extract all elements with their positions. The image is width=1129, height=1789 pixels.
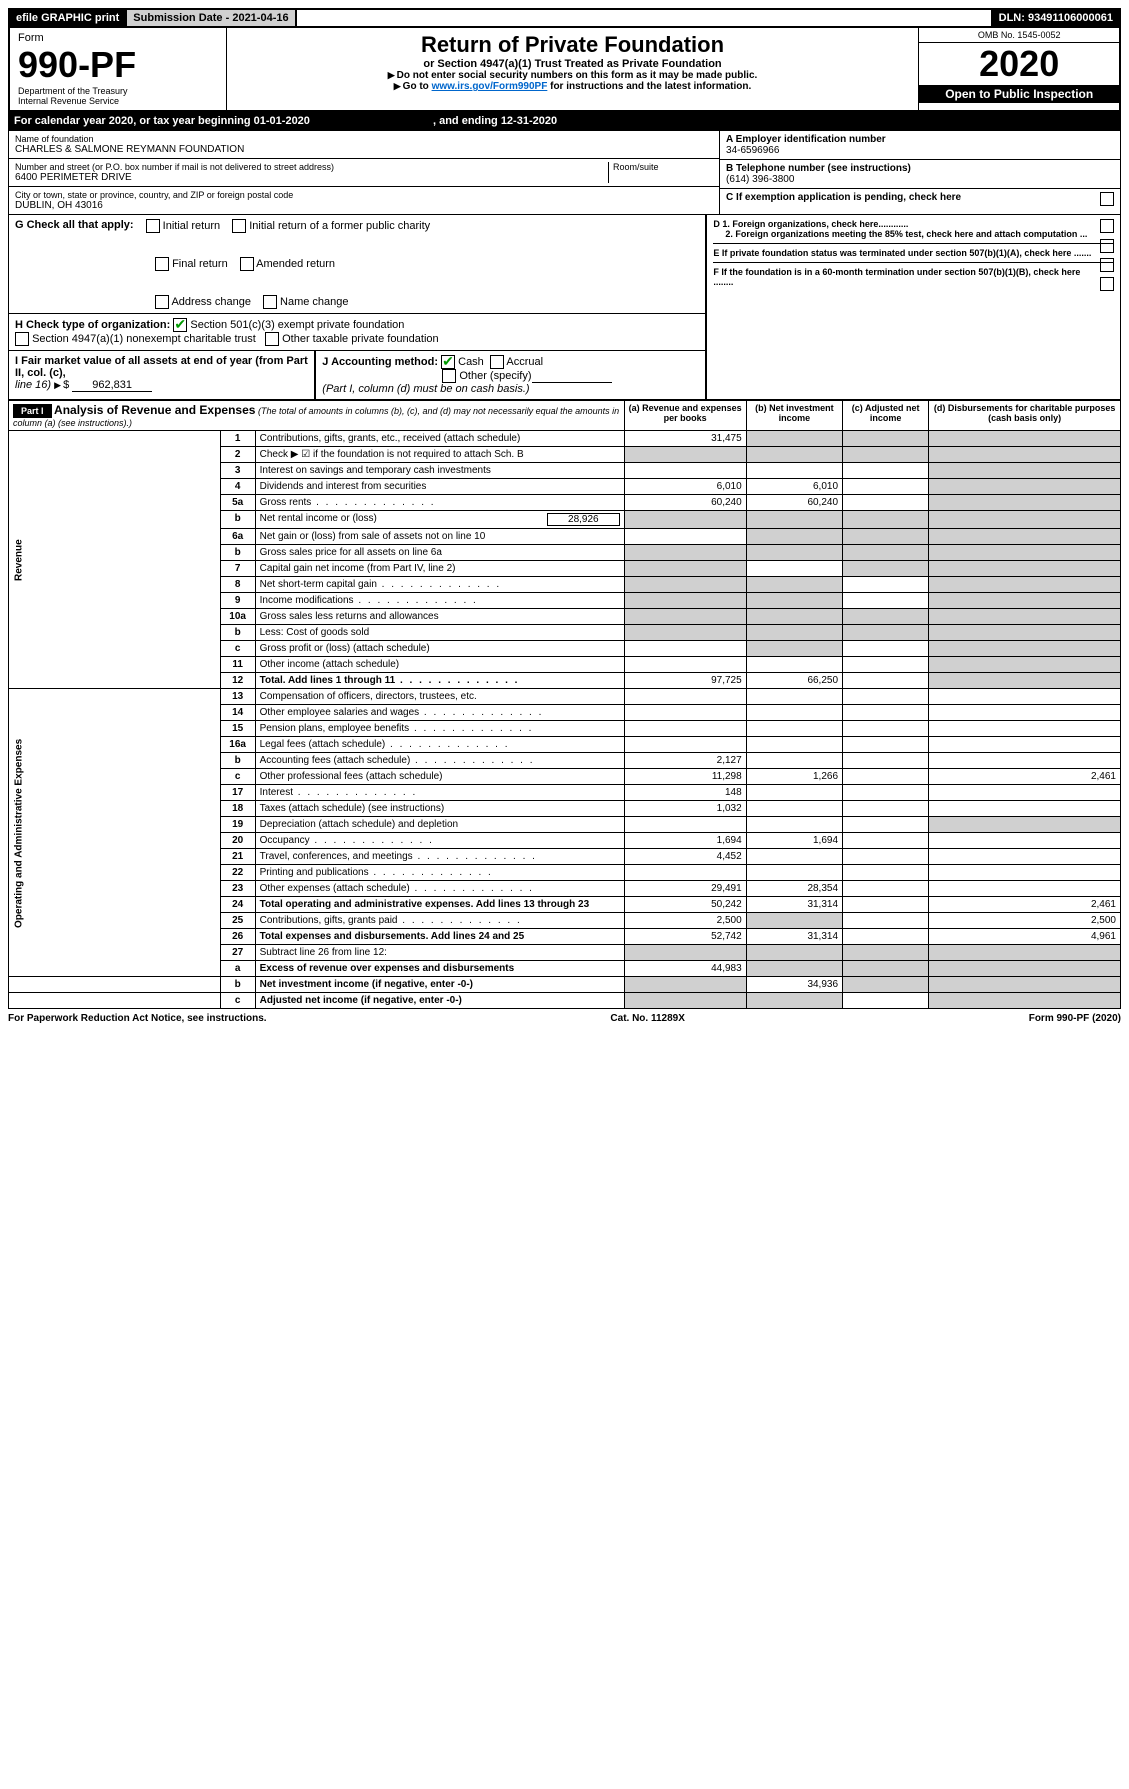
phone: (614) 396-3800 (726, 174, 1114, 185)
open-inspection: Open to Public Inspection (919, 85, 1119, 103)
tax-year: 2020 (919, 43, 1119, 85)
name-label: Name of foundation (15, 134, 713, 144)
phone-label: B Telephone number (see instructions) (726, 163, 1114, 174)
page-footer: For Paperwork Reduction Act Notice, see … (8, 1009, 1121, 1024)
expenses-side: Operating and Administrative Expenses (9, 689, 221, 977)
part1-table: Part I Analysis of Revenue and Expenses … (8, 400, 1121, 1009)
col-a: (a) Revenue and expenses per books (624, 401, 746, 431)
d2-checkbox[interactable] (1100, 239, 1114, 253)
part1-label: Part I (13, 404, 52, 418)
j-accrual[interactable] (490, 355, 504, 369)
h-4947[interactable] (15, 332, 29, 346)
g-row: G Check all that apply: Initial return I… (8, 215, 706, 314)
col-d: (d) Disbursements for charitable purpose… (929, 401, 1121, 431)
col-c: (c) Adjusted net income (843, 401, 929, 431)
f-checkbox[interactable] (1100, 277, 1114, 291)
h-other-tax[interactable] (265, 332, 279, 346)
top-bar: efile GRAPHIC print Submission Date - 20… (8, 8, 1121, 28)
g-initial-former[interactable] (232, 219, 246, 233)
c-label: C If exemption application is pending, c… (726, 192, 961, 203)
j-note: (Part I, column (d) must be on cash basi… (322, 383, 529, 395)
calendar-year-bar: For calendar year 2020, or tax year begi… (8, 112, 1121, 130)
g-initial[interactable] (146, 219, 160, 233)
col-b: (b) Net investment income (746, 401, 842, 431)
part1-title: Analysis of Revenue and Expenses (54, 403, 255, 417)
dept: Department of the Treasury Internal Reve… (18, 86, 218, 106)
city-zip: DUBLIN, OH 43016 (15, 200, 713, 211)
form-word: Form (18, 32, 218, 44)
instructions-link[interactable]: www.irs.gov/Form990PF (432, 81, 548, 92)
note1: Do not enter social security numbers on … (231, 70, 915, 81)
ij-row: I Fair market value of all assets at end… (8, 351, 706, 400)
j-other[interactable] (442, 369, 456, 383)
efile-label[interactable]: efile GRAPHIC print (10, 10, 127, 26)
footer-mid: Cat. No. 11289X (610, 1013, 684, 1024)
g-label: G Check all that apply: (15, 219, 134, 233)
omb: OMB No. 1545-0052 (919, 28, 1119, 43)
foundation-name: CHARLES & SALMONE REYMANN FOUNDATION (15, 144, 713, 155)
note2: Go to www.irs.gov/Form990PF for instruct… (231, 81, 915, 92)
g-address[interactable] (155, 295, 169, 309)
g-amended[interactable] (240, 257, 254, 271)
form-header: Form 990-PF Department of the Treasury I… (8, 28, 1121, 112)
identification-grid: Name of foundationCHARLES & SALMONE REYM… (8, 130, 1121, 215)
h-501c3[interactable] (173, 318, 187, 332)
ein-label: A Employer identification number (726, 134, 1114, 145)
spacer (297, 10, 993, 26)
addr-label: Number and street (or P.O. box number if… (15, 162, 608, 172)
form-subtitle: or Section 4947(a)(1) Trust Treated as P… (231, 58, 915, 70)
c-checkbox[interactable] (1100, 192, 1114, 206)
j-label: J Accounting method: (322, 356, 438, 368)
ein: 34-6596966 (726, 145, 1114, 156)
city-label: City or town, state or province, country… (15, 190, 713, 200)
j-cash[interactable] (441, 355, 455, 369)
revenue-side: Revenue (9, 431, 221, 689)
e-checkbox[interactable] (1100, 258, 1114, 272)
form-number: 990-PF (18, 44, 218, 86)
dln: DLN: 93491106000061 (993, 10, 1119, 26)
room-label: Room/suite (608, 162, 713, 183)
footer-left: For Paperwork Reduction Act Notice, see … (8, 1013, 267, 1024)
fmv-value: 962,831 (72, 379, 152, 392)
footer-right: Form 990-PF (2020) (1029, 1013, 1121, 1024)
g-name[interactable] (263, 295, 277, 309)
address: 6400 PERIMETER DRIVE (15, 172, 608, 183)
i-label: I Fair market value of all assets at end… (15, 355, 308, 379)
g-final[interactable] (155, 257, 169, 271)
d1-checkbox[interactable] (1100, 219, 1114, 233)
h-label: H Check type of organization: (15, 319, 170, 331)
submission-date: Submission Date - 2021-04-16 (127, 10, 296, 26)
form-title: Return of Private Foundation (231, 32, 915, 58)
h-row: H Check type of organization: Section 50… (8, 314, 706, 351)
